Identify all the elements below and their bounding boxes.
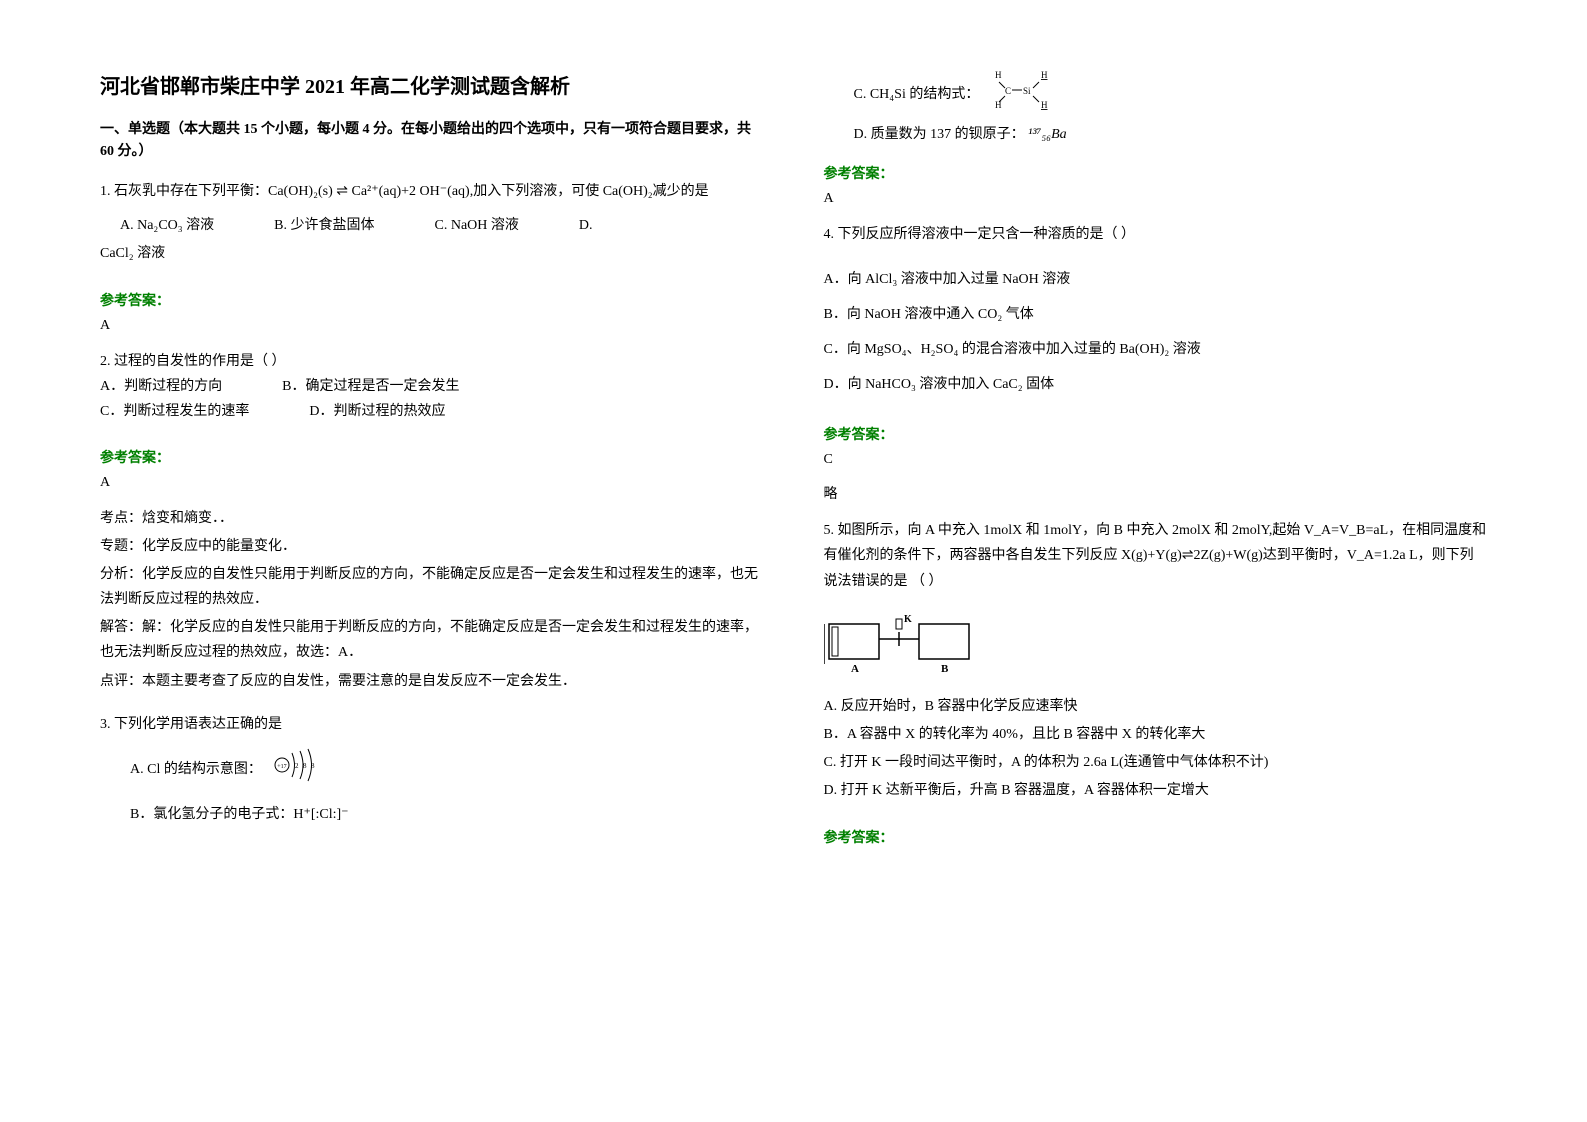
svg-text:H: H (995, 100, 1002, 110)
ch4si-structure-icon: H H C Si H H (987, 70, 1057, 115)
svg-text:+17: +17 (277, 764, 286, 770)
q3-text: 3. 下列化学用语表达正确的是 (100, 712, 764, 737)
q1-answer-label: 参考答案： (100, 290, 764, 310)
question-1: 1. 石灰乳中存在下列平衡：Ca(OH)₂(s) ⇌ Ca²⁺(aq)+2 OH… (100, 179, 764, 268)
svg-text:8: 8 (311, 762, 315, 770)
q5-text: 5. 如图所示，向 A 中充入 1molX 和 1molY，向 B 中充入 2m… (824, 518, 1488, 594)
q4-optA: A．向 AlCl₃ 溶液中加入过量 NaOH 溶液 (824, 262, 1488, 297)
q3-answer-label: 参考答案： (824, 163, 1488, 183)
q1-optD-cont: CaCl₂ 溶液 (100, 240, 764, 268)
q1-optA: A. Na₂CO₃ 溶液 (120, 212, 214, 240)
svg-text:H: H (1041, 70, 1048, 80)
q4-optD: D．向 NaHCO₃ 溶液中加入 CaC₂ 固体 (824, 367, 1488, 402)
q3-optD-prefix: D. 质量数为 137 的钡原子： (854, 127, 1025, 142)
svg-text:8: 8 (303, 762, 307, 770)
svg-text:Si: Si (1023, 86, 1031, 96)
q4-optC: C．向 MgSO₄、H₂SO₄ 的混合溶液中加入过量的 Ba(OH)₂ 溶液 (824, 332, 1488, 367)
q2-answer-label: 参考答案： (100, 447, 764, 467)
q5-optC: C. 打开 K 一段时间达平衡时，A 的体积为 2.6a L(连通管中气体体积不… (824, 749, 1488, 777)
question-4: 4. 下列反应所得溶液中一定只含一种溶质的是（ ） A．向 AlCl₃ 溶液中加… (824, 222, 1488, 402)
q2-jieda: 解答：解：化学反应的自发性只能用于判断反应的方向，不能确定反应是否一定会发生和过… (100, 615, 764, 665)
q2-optC: C．判断过程发生的速率 (100, 399, 249, 424)
q1-optB: B. 少许食盐固体 (274, 212, 374, 240)
q4-text: 4. 下列反应所得溶液中一定只含一种溶质的是（ ） (824, 222, 1488, 247)
q2-analysis: 考点：焓变和熵变．． 专题：化学反应中的能量变化． 分析：化学反应的自发性只能用… (100, 506, 764, 697)
svg-text:B: B (941, 663, 949, 674)
question-5: 5. 如图所示，向 A 中充入 1molX 和 1molY，向 B 中充入 2m… (824, 518, 1488, 805)
q2-optA: A．判断过程的方向 (100, 374, 222, 399)
q5-optD: D. 打开 K 达新平衡后，升高 B 容器温度，A 容器体积一定增大 (824, 777, 1488, 805)
svg-text:K: K (904, 614, 912, 625)
q3-optD-formula: ¹³⁷₅₆Ba (1028, 127, 1067, 142)
q2-fenxi: 分析：化学反应的自发性只能用于判断反应的方向，不能确定反应是否一定会发生和过程发… (100, 562, 764, 612)
question-3: 3. 下列化学用语表达正确的是 A. Cl 的结构示意图： +17 2 8 8 … (100, 712, 764, 828)
svg-text:A: A (851, 663, 859, 674)
q2-kaodian: 考点：焓变和熵变．． (100, 506, 764, 531)
q2-optB: B．确定过程是否一定会发生 (282, 374, 459, 399)
q2-text: 2. 过程的自发性的作用是（ ） (100, 349, 764, 374)
q4-answer-label: 参考答案： (824, 424, 1488, 444)
q3-answer: A (824, 191, 1488, 207)
svg-text:2: 2 (295, 762, 299, 770)
q1-options: A. Na₂CO₃ 溶液 B. 少许食盐固体 C. NaOH 溶液 D. CaC… (100, 212, 764, 268)
q3-optB: B．氯化氢分子的电子式：H⁺[:Cl:]⁻ (130, 802, 764, 827)
q5-answer-label: 参考答案： (824, 827, 1488, 847)
q2-optD: D．判断过程的热效应 (309, 399, 445, 424)
svg-text:C: C (1005, 86, 1011, 96)
q3-optA: A. Cl 的结构示意图： (130, 757, 262, 782)
vessel-diagram: K A B (824, 604, 1488, 683)
q4-optB: B．向 NaOH 溶液中通入 CO₂ 气体 (824, 297, 1488, 332)
left-column: 河北省邯郸市柴庄中学 2021 年高二化学测试题含解析 一、单选题（本大题共 1… (100, 70, 764, 1052)
q4-answer: C (824, 452, 1488, 468)
svg-text:H: H (995, 70, 1002, 80)
q2-dianping: 点评：本题主要考查了反应的自发性，需要注意的是自发反应不一定会发生． (100, 669, 764, 694)
q1-optD: D. (579, 212, 593, 240)
q1-text: 1. 石灰乳中存在下列平衡：Ca(OH)₂(s) ⇌ Ca²⁺(aq)+2 OH… (100, 179, 764, 204)
svg-text:H: H (1041, 100, 1048, 110)
q4-lue: 略 (824, 483, 1488, 503)
q2-answer: A (100, 475, 764, 491)
right-column: C. CH₄Si 的结构式： H H C Si H H D. 质量数为 137 … (824, 70, 1488, 1052)
q5-optB: B．A 容器中 X 的转化率为 40%，且比 B 容器中 X 的转化率大 (824, 721, 1488, 749)
q3-optC: C. CH₄Si 的结构式： (854, 83, 980, 103)
q2-zhuanti: 专题：化学反应中的能量变化． (100, 534, 764, 559)
main-title: 河北省邯郸市柴庄中学 2021 年高二化学测试题含解析 (100, 70, 764, 99)
atom-structure-icon: +17 2 8 8 (270, 745, 320, 794)
q1-optC: C. NaOH 溶液 (435, 212, 519, 240)
q1-answer: A (100, 318, 764, 334)
section-header: 一、单选题（本大题共 15 个小题，每小题 4 分。在每小题给出的四个选项中，只… (100, 119, 764, 164)
question-2: 2. 过程的自发性的作用是（ ） A．判断过程的方向 B．确定过程是否一定会发生… (100, 349, 764, 425)
q5-optA: A. 反应开始时，B 容器中化学反应速率快 (824, 693, 1488, 721)
